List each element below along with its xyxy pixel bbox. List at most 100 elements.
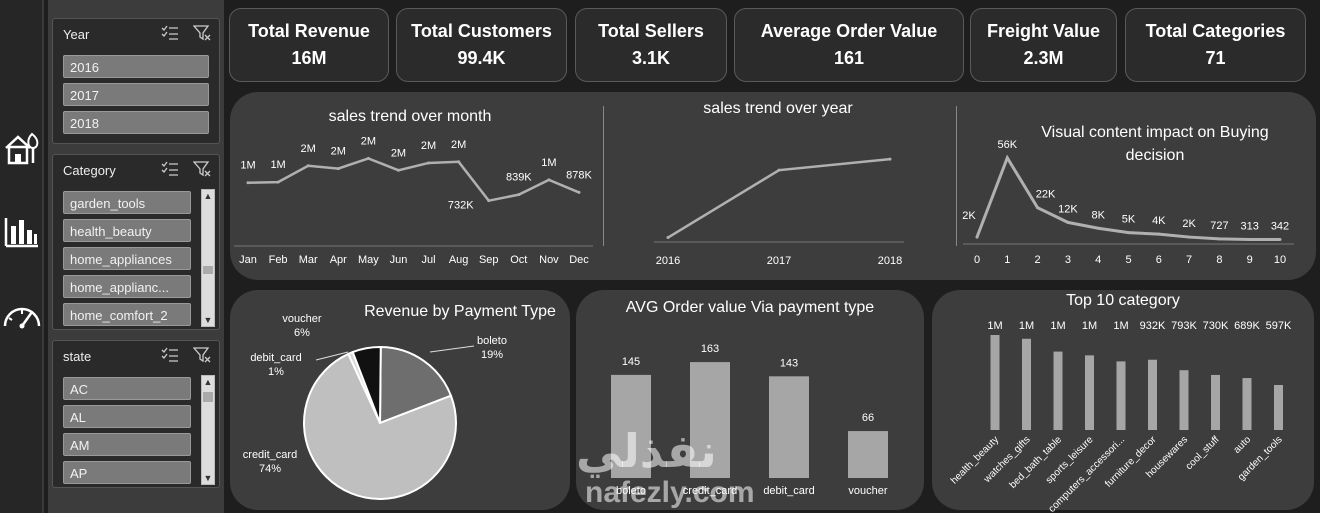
state-slicer-title: state: [63, 349, 92, 364]
x-tick-label: Sep: [479, 254, 499, 266]
data-label: 145: [622, 356, 640, 368]
year-slicer-title: Year: [63, 27, 90, 42]
data-point: [1157, 232, 1161, 236]
x-tick-label: Jan: [239, 254, 257, 266]
kpi-title: Total Sellers: [598, 21, 704, 41]
visual-content-title: Visual content impact on Buying decision: [1041, 124, 1269, 164]
data-point: [1005, 156, 1009, 160]
year-slicer: Year 2016 2017 2018: [52, 18, 220, 144]
data-label: 730K: [1203, 320, 1229, 332]
data-label: 12K: [1058, 203, 1078, 215]
x-tick-label: 1: [1004, 254, 1010, 266]
bar: [1274, 384, 1283, 430]
category-scrollbar[interactable]: ▲ ▼: [201, 189, 215, 327]
bar: [848, 431, 888, 478]
data-label: 1M: [1050, 320, 1065, 332]
bar: [1022, 338, 1031, 430]
x-tick-label: cool_stuff: [1184, 434, 1222, 472]
x-tick-label: debit_card: [763, 485, 814, 497]
kpi-total-categories: Total Categories 71: [1125, 8, 1306, 82]
kpi-title: Average Order Value: [760, 21, 938, 41]
slicer-item-state[interactable]: AP: [63, 461, 191, 484]
slicer-item-2016[interactable]: 2016: [63, 55, 209, 78]
data-label: 597K: [1266, 320, 1292, 332]
nav-icon-bar: [0, 0, 44, 513]
leader-line: [429, 345, 475, 353]
x-tick-label: Oct: [510, 254, 527, 266]
kpi-title: Total Categories: [1145, 21, 1286, 41]
x-tick-label: 0: [974, 254, 980, 266]
monthly-trend-chart: 1M Jan 1M Feb 2M Mar 2M Apr 2M May 2M Jun 2M Jul 2M Aug…: [234, 135, 593, 266]
slicer-item-category[interactable]: home_applianc...: [63, 275, 191, 298]
x-tick-label: auto: [1232, 434, 1254, 456]
data-label: 2K: [1182, 218, 1196, 230]
data-point: [246, 181, 250, 185]
multi-select-icon[interactable]: [161, 347, 179, 363]
data-label: 342: [1271, 220, 1289, 232]
kpi-value: 2.3M: [1023, 48, 1064, 68]
data-point: [457, 160, 461, 164]
x-tick-label: Jun: [390, 254, 408, 266]
data-label: 56K: [998, 139, 1018, 151]
home-icon[interactable]: [2, 128, 42, 168]
kpi-value: 99.4K: [457, 48, 506, 68]
data-label: 2M: [301, 143, 316, 155]
slice-name-label: boleto: [477, 335, 507, 347]
data-point: [396, 168, 400, 172]
slicer-item-2018[interactable]: 2018: [63, 111, 209, 134]
data-point: [517, 193, 521, 197]
slicer-item-category[interactable]: home_appliances: [63, 247, 191, 270]
slicer-item-state[interactable]: AC: [63, 377, 191, 400]
data-point: [336, 167, 340, 171]
slice-name-label: voucher: [282, 313, 321, 325]
slicer-item-category[interactable]: health_beauty: [63, 219, 191, 242]
payment-revenue-pie: boleto 19% credit_card 74% debit_card 1% vouch…: [243, 313, 507, 500]
state-scrollbar[interactable]: ▲ ▼: [201, 375, 215, 485]
data-label: 2K: [962, 210, 976, 222]
data-label: 1M: [1082, 320, 1097, 332]
x-tick-label: 10: [1274, 254, 1286, 266]
multi-select-icon[interactable]: [161, 161, 179, 177]
x-tick-label: 8: [1216, 254, 1222, 266]
data-label: 689K: [1234, 320, 1260, 332]
avg-order-chart: 145 boleto 163 credit_card 143 debit_card 66 vo…: [611, 343, 888, 497]
bar: [1116, 361, 1126, 430]
kpi-freight-value: Freight Value 2.3M: [970, 8, 1117, 82]
data-label: 4K: [1152, 215, 1166, 227]
bar: [1242, 378, 1252, 430]
slicer-item-2017[interactable]: 2017: [63, 83, 209, 106]
data-label: 727: [1210, 220, 1228, 232]
gauge-icon[interactable]: [2, 296, 42, 336]
series-line: [975, 154, 1281, 242]
x-tick-label: 2016: [656, 255, 680, 267]
slice-pct-label: 74%: [259, 463, 281, 475]
x-tick-label: Aug: [449, 254, 469, 266]
slicer-item-category[interactable]: garden_tools: [63, 191, 191, 214]
clear-filter-icon[interactable]: [193, 25, 211, 41]
kpi-total-revenue: Total Revenue 16M: [229, 8, 389, 82]
slice-name-label: credit_card: [243, 449, 297, 461]
slicer-item-state[interactable]: AM: [63, 433, 191, 456]
x-tick-label: credit_card: [683, 485, 737, 497]
data-point: [888, 157, 892, 161]
data-point: [1127, 231, 1130, 235]
data-point: [577, 190, 581, 194]
bar-chart-icon[interactable]: [2, 212, 42, 252]
data-label: 1M: [270, 159, 285, 171]
data-label: 1M: [240, 160, 255, 172]
data-label: 2M: [361, 135, 376, 147]
slice-pct-label: 6%: [294, 327, 310, 339]
slicer-item-category[interactable]: home_comfort_2: [63, 303, 191, 326]
clear-filter-icon[interactable]: [193, 347, 211, 363]
multi-select-icon[interactable]: [161, 25, 179, 41]
x-tick-label: Dec: [569, 254, 589, 266]
data-point: [306, 164, 310, 168]
category-slicer-title: Category: [63, 163, 116, 178]
data-label: 313: [1241, 221, 1259, 233]
x-tick-label: voucher: [848, 485, 887, 497]
data-point: [666, 236, 670, 240]
data-point: [1066, 220, 1070, 224]
slicer-item-state[interactable]: AL: [63, 405, 191, 428]
clear-filter-icon[interactable]: [193, 161, 211, 177]
kpi-value: 71: [1205, 48, 1226, 68]
